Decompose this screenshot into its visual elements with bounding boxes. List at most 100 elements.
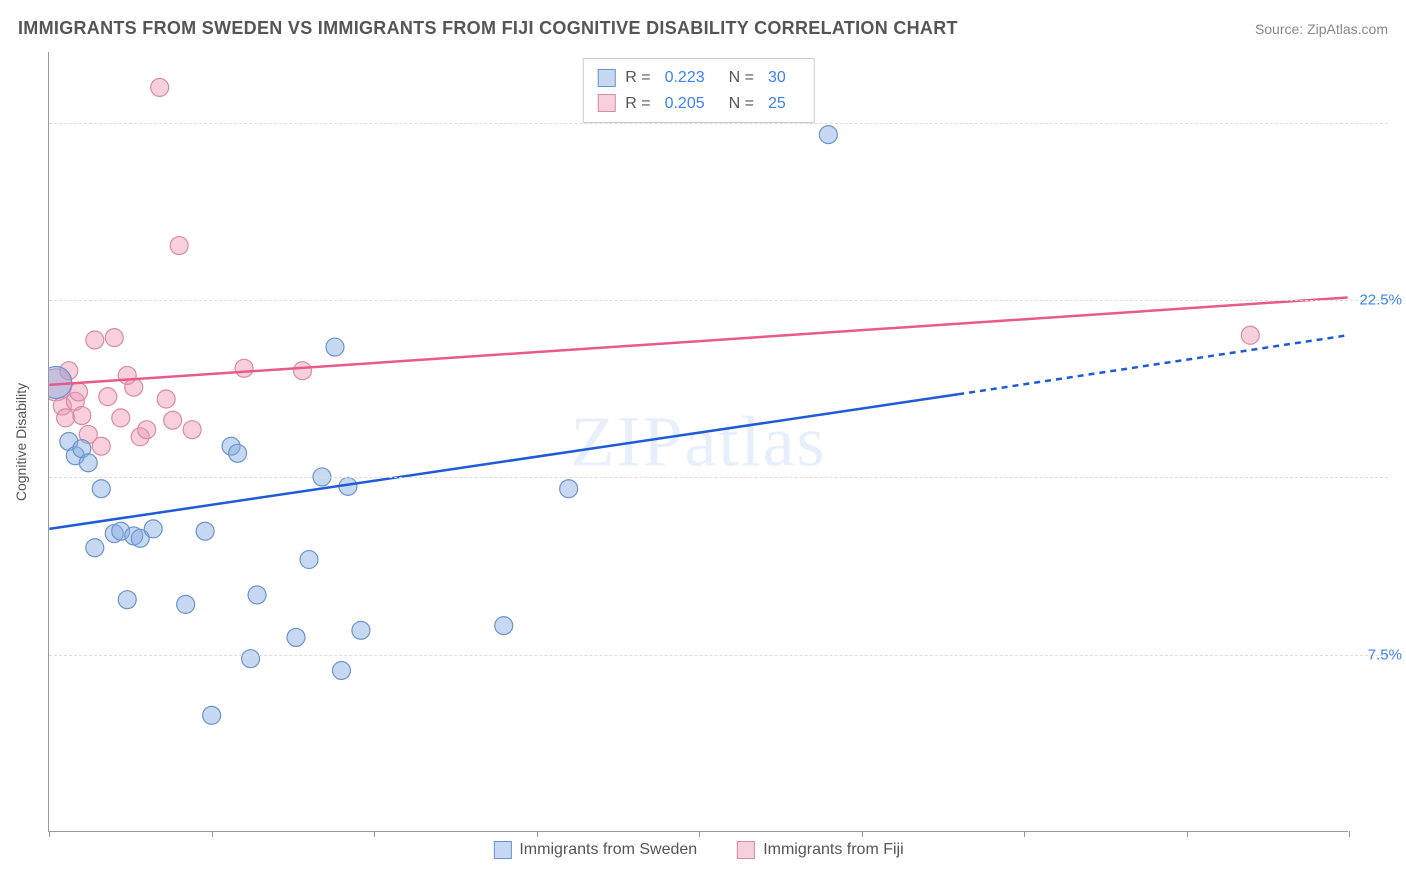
scatter-point	[92, 480, 110, 498]
n-label: N =	[729, 65, 754, 91]
scatter-point	[157, 390, 175, 408]
scatter-point	[99, 388, 117, 406]
y-tick-label: 22.5%	[1359, 292, 1402, 309]
scatter-point	[170, 237, 188, 255]
r-value-sweden: 0.223	[665, 65, 705, 91]
legend-label-fiji: Immigrants from Fiji	[763, 841, 903, 859]
plot-area: Cognitive Disability ZIPatlas R = 0.223 …	[48, 52, 1348, 832]
swatch-sweden	[493, 841, 511, 859]
trend-line-extrapolated	[958, 335, 1347, 394]
swatch-fiji	[597, 94, 615, 112]
watermark: ZIPatlas	[571, 400, 827, 483]
trend-line	[49, 298, 1347, 385]
scatter-point	[53, 397, 71, 415]
scatter-point	[70, 383, 88, 401]
x-tick	[49, 831, 50, 837]
title-bar: IMMIGRANTS FROM SWEDEN VS IMMIGRANTS FRO…	[18, 18, 1388, 39]
scatter-point	[196, 522, 214, 540]
scatter-point	[73, 440, 91, 458]
r-label: R =	[625, 65, 650, 91]
gridline-h	[49, 477, 1388, 478]
scatter-point	[560, 480, 578, 498]
scatter-point	[177, 595, 195, 613]
source-label: Source: ZipAtlas.com	[1255, 21, 1388, 37]
scatter-point	[118, 591, 136, 609]
scatter-point	[495, 617, 513, 635]
scatter-point	[60, 433, 78, 451]
scatter-point	[49, 367, 72, 399]
scatter-point	[235, 359, 253, 377]
y-tick-label: 7.5%	[1368, 646, 1402, 663]
y-axis-title: Cognitive Disability	[13, 382, 29, 500]
x-tick	[1187, 831, 1188, 837]
scatter-point	[79, 454, 97, 472]
scatter-point	[112, 409, 130, 427]
scatter-point	[352, 621, 370, 639]
correlation-legend: R = 0.223 N = 30 R = 0.205 N = 25	[582, 58, 815, 123]
scatter-point	[287, 628, 305, 646]
scatter-point	[151, 78, 169, 96]
scatter-point	[131, 428, 149, 446]
scatter-point	[73, 407, 91, 425]
gridline-h	[49, 655, 1388, 656]
swatch-sweden	[597, 69, 615, 87]
swatch-fiji	[737, 841, 755, 859]
chart-title: IMMIGRANTS FROM SWEDEN VS IMMIGRANTS FRO…	[18, 18, 958, 39]
r-value-fiji: 0.205	[665, 91, 705, 117]
scatter-point	[66, 392, 84, 410]
scatter-point	[229, 444, 247, 462]
r-label: R =	[625, 91, 650, 117]
scatter-point	[248, 586, 266, 604]
x-tick	[1349, 831, 1350, 837]
scatter-point	[118, 366, 136, 384]
scatter-point	[222, 437, 240, 455]
scatter-point	[300, 551, 318, 569]
scatter-point	[242, 650, 260, 668]
scatter-point	[105, 525, 123, 543]
scatter-point	[1241, 326, 1259, 344]
scatter-point	[144, 520, 162, 538]
x-tick	[374, 831, 375, 837]
scatter-point	[138, 421, 156, 439]
gridline-h	[49, 123, 1388, 124]
scatter-point	[57, 409, 75, 427]
correlation-row-fiji: R = 0.205 N = 25	[597, 91, 800, 117]
scatter-point	[92, 437, 110, 455]
legend-item-sweden: Immigrants from Sweden	[493, 841, 697, 859]
scatter-point	[131, 529, 149, 547]
scatter-point	[339, 477, 357, 495]
n-label: N =	[729, 91, 754, 117]
series-legend: Immigrants from Sweden Immigrants from F…	[493, 841, 903, 859]
scatter-point	[49, 369, 72, 401]
legend-item-fiji: Immigrants from Fiji	[737, 841, 903, 859]
legend-label-sweden: Immigrants from Sweden	[519, 841, 697, 859]
x-tick	[1024, 831, 1025, 837]
trend-line	[49, 394, 958, 529]
chart-container: IMMIGRANTS FROM SWEDEN VS IMMIGRANTS FRO…	[0, 0, 1406, 892]
scatter-point	[60, 362, 78, 380]
scatter-point	[105, 329, 123, 347]
scatter-point	[326, 338, 344, 356]
x-tick	[862, 831, 863, 837]
scatter-point	[66, 447, 84, 465]
scatter-point	[125, 378, 143, 396]
scatter-point	[79, 425, 97, 443]
n-value-sweden: 30	[768, 65, 786, 91]
scatter-point	[183, 421, 201, 439]
scatter-point	[112, 522, 130, 540]
scatter-point	[164, 411, 182, 429]
scatter-point	[86, 331, 104, 349]
scatter-overlay	[49, 52, 1348, 831]
scatter-point	[86, 539, 104, 557]
n-value-fiji: 25	[768, 91, 786, 117]
scatter-point	[203, 706, 221, 724]
scatter-point	[819, 126, 837, 144]
x-tick	[537, 831, 538, 837]
x-tick	[212, 831, 213, 837]
x-tick	[699, 831, 700, 837]
scatter-point	[332, 661, 350, 679]
gridline-h	[49, 300, 1388, 301]
scatter-point	[125, 527, 143, 545]
scatter-point	[294, 362, 312, 380]
correlation-row-sweden: R = 0.223 N = 30	[597, 65, 800, 91]
